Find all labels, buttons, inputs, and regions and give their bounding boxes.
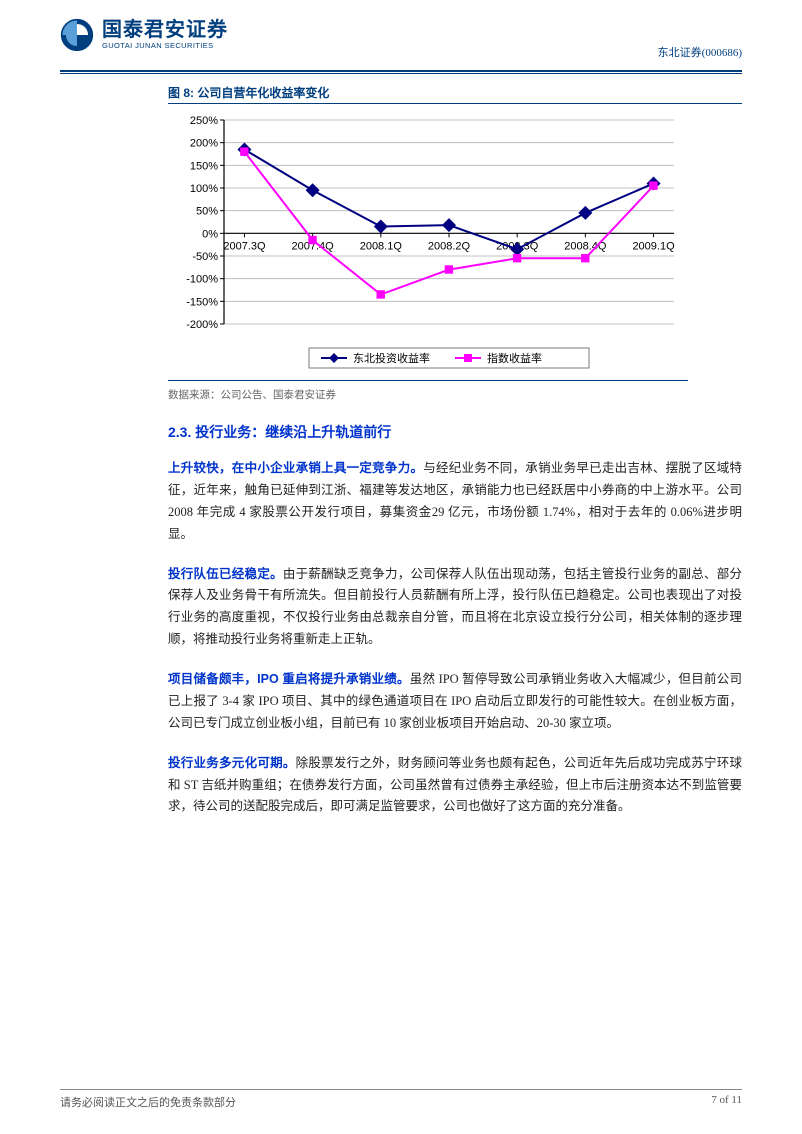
header-rule-thick — [60, 70, 742, 72]
svg-text:-50%: -50% — [192, 251, 218, 263]
page-content: 图 8: 公司自营年化收益率变化 -200% -150% -100% -50% 0% 50… — [0, 74, 802, 818]
svg-text:2009.1Q: 2009.1Q — [632, 240, 675, 252]
chart-title: 图 8: 公司自营年化收益率变化 — [168, 84, 742, 104]
page-header: 国泰君安证券 GUOTAI JUNAN SECURITIES 东北证券(0006… — [0, 0, 802, 66]
paragraph-lead: 上升较快，在中小企业承销上具一定竞争力。 — [168, 461, 423, 475]
chart-source: 数据来源：公司公告、国泰君安证券 — [168, 387, 742, 402]
paragraph: 项目储备颇丰，IPO 重启将提升承销业绩。虽然 IPO 暂停导致公司承销业务收入… — [168, 669, 742, 735]
logo-icon — [60, 18, 94, 52]
chart-svg: -200% -150% -100% -50% 0% 50% 100% 150% 200% 250%… — [168, 110, 688, 370]
brand-name-en: GUOTAI JUNAN SECURITIES — [102, 42, 228, 50]
svg-text:-100%: -100% — [186, 274, 218, 286]
footer-disclaimer: 请务必阅读正文之后的免责条款部分 — [60, 1094, 236, 1110]
svg-text:2007.3Q: 2007.3Q — [223, 240, 266, 252]
paragraph: 投行队伍已经稳定。由于薪酬缺乏竞争力，公司保荐人队伍出现动荡，包括主管投行业务的… — [168, 564, 742, 652]
paragraph-lead: 投行业务多元化可期。 — [168, 756, 296, 770]
page-number: 7 of 11 — [711, 1094, 742, 1110]
svg-text:200%: 200% — [190, 138, 218, 150]
svg-text:-200%: -200% — [186, 319, 218, 331]
paragraph: 上升较快，在中小企业承销上具一定竞争力。与经纪业务不同，承销业务早已走出吉林、摆… — [168, 458, 742, 546]
svg-text:东北投资收益率: 东北投资收益率 — [353, 351, 430, 365]
svg-text:-150%: -150% — [186, 296, 218, 308]
svg-text:150%: 150% — [190, 160, 218, 172]
brand-name-cn: 国泰君安证券 — [102, 20, 228, 40]
svg-text:2008.2Q: 2008.2Q — [428, 240, 471, 252]
paragraph-lead: 投行队伍已经稳定。 — [168, 567, 283, 581]
svg-text:指数收益率: 指数收益率 — [487, 351, 542, 365]
paragraph: 投行业务多元化可期。除股票发行之外，财务顾问等业务也颇有起色，公司近年先后成功完… — [168, 753, 742, 819]
svg-text:0%: 0% — [202, 228, 218, 240]
svg-text:100%: 100% — [190, 183, 218, 195]
page-footer: 请务必阅读正文之后的免责条款部分 7 of 11 — [60, 1089, 742, 1110]
chart-container: -200% -150% -100% -50% 0% 50% 100% 150% 200% 250%… — [168, 110, 688, 381]
svg-text:250%: 250% — [190, 115, 218, 127]
paragraph-lead: 项目储备颇丰，IPO 重启将提升承销业绩。 — [168, 672, 410, 686]
svg-text:50%: 50% — [196, 206, 218, 218]
svg-text:2008.1Q: 2008.1Q — [360, 240, 403, 252]
section-heading: 2.3. 投行业务：继续沿上升轨道前行 — [168, 422, 742, 442]
brand-logo: 国泰君安证券 GUOTAI JUNAN SECURITIES — [60, 18, 742, 52]
doc-reference: 东北证券(000686) — [658, 44, 742, 60]
